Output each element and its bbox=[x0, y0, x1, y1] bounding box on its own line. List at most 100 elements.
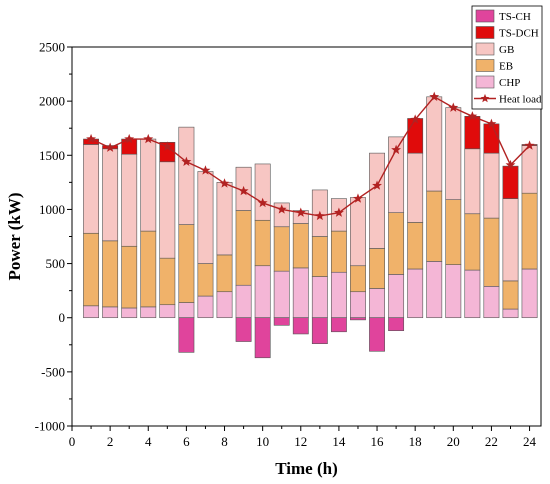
bar-eb-h13 bbox=[311, 236, 328, 277]
bar-chp-h9 bbox=[235, 284, 252, 319]
bar-gb-h19 bbox=[426, 96, 443, 192]
bar-chp-h6 bbox=[178, 302, 195, 319]
x-tick-label: 4 bbox=[145, 434, 152, 449]
bar-gb-h7 bbox=[197, 171, 214, 264]
bar-eb-h9 bbox=[235, 210, 252, 286]
heat-load-point-h2 bbox=[105, 142, 116, 152]
heat-load-point-h11 bbox=[276, 204, 287, 214]
bar-chp-h13 bbox=[311, 276, 328, 319]
x-tick-label: 12 bbox=[294, 434, 307, 449]
bar-eb-h15 bbox=[350, 265, 366, 293]
bar-gb-h3 bbox=[121, 153, 138, 247]
bar-gb-h2 bbox=[102, 148, 119, 242]
bar-chp-h16 bbox=[369, 288, 385, 319]
bar-chp-h8 bbox=[216, 291, 233, 319]
x-tick-label: 24 bbox=[523, 434, 537, 449]
x-tick-label: 8 bbox=[221, 434, 228, 449]
bar-chp-h21 bbox=[464, 269, 481, 319]
bar-chp-h20 bbox=[445, 264, 462, 319]
heat-load-point-h4 bbox=[143, 133, 154, 144]
heat-load-point-h22 bbox=[486, 118, 497, 129]
bar-ts-ch-h14 bbox=[330, 317, 347, 333]
bar-ts-dch-h21 bbox=[464, 116, 481, 150]
bar-chp-h7 bbox=[197, 295, 214, 319]
bar-chp-h24 bbox=[521, 268, 538, 319]
heat-load-point-h24 bbox=[524, 140, 535, 150]
bar-ts-dch-h18 bbox=[407, 118, 424, 154]
bar-chp-h4 bbox=[140, 306, 157, 319]
bar-gb-h5 bbox=[159, 161, 176, 259]
bar-eb-h20 bbox=[445, 199, 462, 265]
y-axis-title: Power (kW) bbox=[5, 193, 24, 281]
legend-star-heat-load bbox=[480, 93, 490, 103]
bar-ts-dch-h22 bbox=[483, 123, 500, 154]
legend: TS-CH TS-DCH GB EB CHP Heat load bbox=[471, 5, 543, 110]
bar-ts-ch-h13 bbox=[311, 317, 328, 345]
bar-gb-h22 bbox=[483, 152, 500, 219]
y-tick-label: -500 bbox=[41, 364, 65, 379]
bar-ts-ch-h16 bbox=[369, 317, 385, 352]
bar-ts-ch-h17 bbox=[388, 317, 405, 332]
bar-gb-h20 bbox=[445, 107, 462, 200]
bar-eb-h12 bbox=[292, 223, 309, 269]
bar-eb-h19 bbox=[426, 190, 443, 262]
bar-eb-h3 bbox=[121, 245, 138, 309]
x-tick-label: 20 bbox=[447, 434, 460, 449]
heat-load-point-h7 bbox=[200, 165, 211, 175]
bar-chp-h10 bbox=[254, 265, 271, 319]
heat-load-point-h15 bbox=[353, 193, 363, 203]
bar-chp-h23 bbox=[502, 308, 519, 319]
legend-box bbox=[471, 5, 543, 110]
heat-load-point-h8 bbox=[219, 178, 230, 188]
bar-eb-h1 bbox=[83, 232, 99, 307]
bar-gb-h11 bbox=[273, 202, 290, 228]
y-tick-label: 1000 bbox=[39, 202, 65, 217]
bar-eb-h8 bbox=[216, 254, 233, 293]
bar-chp-h3 bbox=[121, 307, 138, 319]
bar-chp-h12 bbox=[292, 267, 309, 319]
bar-eb-h24 bbox=[521, 192, 538, 270]
bar-eb-h6 bbox=[178, 224, 195, 303]
bar-eb-h21 bbox=[464, 213, 481, 271]
legend-label-heat-load: Heat load bbox=[499, 94, 542, 106]
x-tick-label: 18 bbox=[409, 434, 422, 449]
legend-label-gb: GB bbox=[499, 44, 514, 56]
heat-load-point-h17 bbox=[391, 144, 402, 155]
bar-ts-ch-h12 bbox=[292, 317, 309, 335]
bar-chp-h5 bbox=[159, 304, 176, 319]
bar-gb-h6 bbox=[178, 126, 195, 225]
bar-eb-h4 bbox=[140, 230, 157, 308]
bar-gb-h24 bbox=[521, 145, 538, 194]
y-tick-label: 0 bbox=[59, 310, 66, 325]
bar-chp-h2 bbox=[102, 306, 119, 319]
heat-load-point-h3 bbox=[124, 133, 135, 144]
heat-load-point-h9 bbox=[238, 185, 249, 196]
heat-load-line bbox=[90, 95, 531, 217]
bar-gb-h10 bbox=[254, 163, 271, 221]
y-tick-label: 2500 bbox=[39, 40, 65, 55]
bar-ts-ch-h6 bbox=[178, 317, 195, 353]
bar-gb-h16 bbox=[369, 152, 385, 249]
y-tick-label: 1500 bbox=[39, 148, 65, 163]
bar-chp-h14 bbox=[330, 271, 347, 319]
bar-eb-h18 bbox=[407, 222, 424, 270]
heat-load-point-h21 bbox=[467, 111, 478, 121]
bar-ts-ch-h10 bbox=[254, 317, 271, 359]
x-tick-label: 22 bbox=[485, 434, 498, 449]
bar-chp-h11 bbox=[273, 270, 290, 319]
y-tick-label: 500 bbox=[46, 256, 66, 271]
bar-gb-h18 bbox=[407, 152, 424, 223]
legend-label-eb: EB bbox=[499, 61, 513, 73]
axes-layer: 0 2 4 6 8 10 12 14 16 18 20 22 24-1000-5000500100015… bbox=[35, 40, 542, 449]
heat-load-line-layer bbox=[86, 91, 535, 221]
bar-eb-h23 bbox=[502, 280, 519, 310]
heat-load-point-h1 bbox=[86, 133, 97, 144]
legend-swatch-chp bbox=[475, 75, 495, 89]
legend-label-ts-dch: TS-DCH bbox=[499, 28, 539, 40]
heat-load-point-h6 bbox=[181, 156, 192, 166]
bar-eb-h14 bbox=[330, 230, 347, 273]
bar-eb-h10 bbox=[254, 219, 271, 267]
bars-layer bbox=[83, 96, 538, 359]
bar-eb-h2 bbox=[102, 240, 119, 308]
